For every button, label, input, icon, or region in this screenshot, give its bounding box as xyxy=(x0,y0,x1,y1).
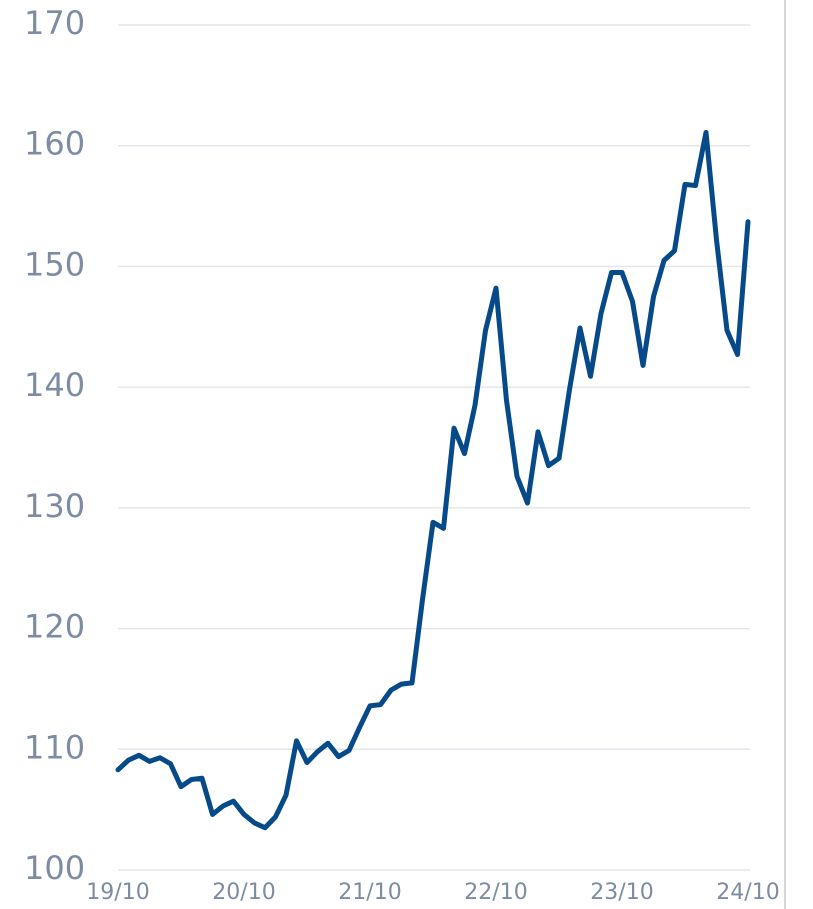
y-tick-label: 140 xyxy=(24,366,85,404)
y-tick-label: 160 xyxy=(24,125,85,163)
y-tick-label: 130 xyxy=(24,487,85,525)
x-tick-label: 19/10 xyxy=(86,880,149,905)
y-tick-label: 100 xyxy=(24,849,85,887)
x-tick-label: 22/10 xyxy=(464,880,527,905)
x-tick-label: 20/10 xyxy=(212,880,275,905)
x-tick-label: 21/10 xyxy=(338,880,401,905)
x-tick-label: 24/10 xyxy=(716,880,779,905)
line-series xyxy=(115,129,751,831)
y-tick-label: 170 xyxy=(24,4,85,42)
y-tick-label: 150 xyxy=(24,245,85,283)
y-tick-label: 120 xyxy=(24,608,85,646)
x-tick-label: 23/10 xyxy=(590,880,653,905)
y-tick-label: 110 xyxy=(24,728,85,766)
